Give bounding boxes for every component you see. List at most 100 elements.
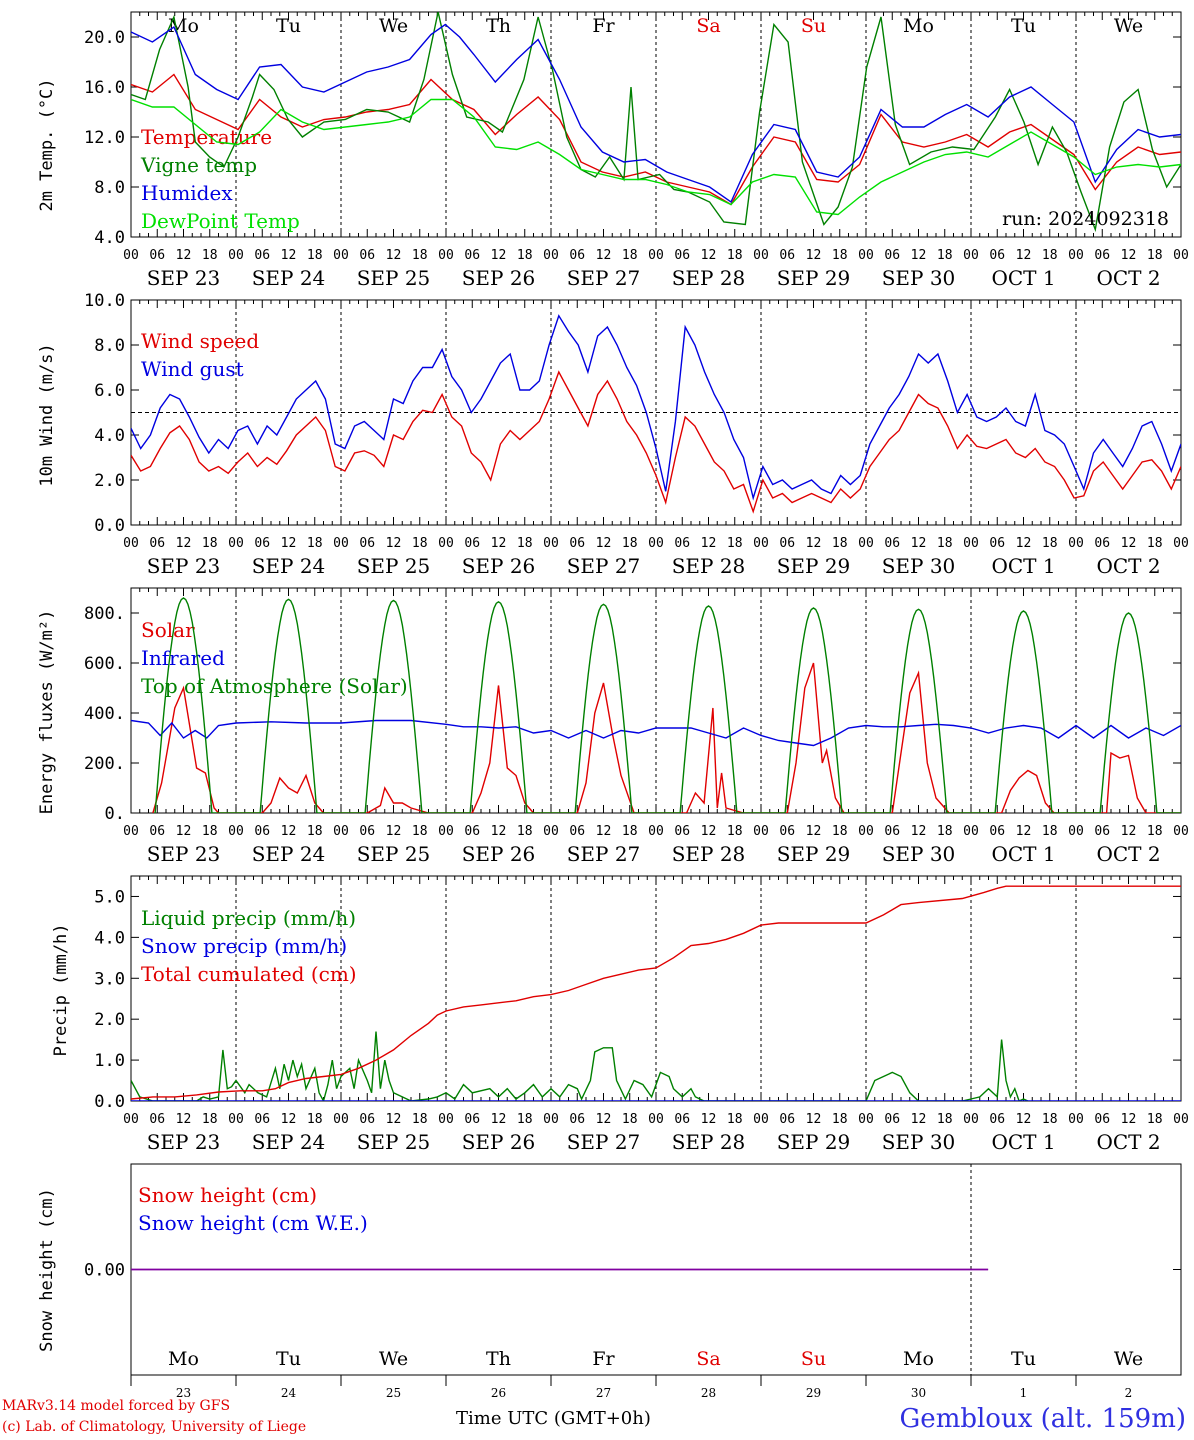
x-date-label: SEP 24	[252, 266, 326, 290]
x-hour-label: 00	[123, 536, 139, 551]
x-hour-label: 00	[333, 824, 349, 839]
x-date-label: SEP 23	[147, 1130, 221, 1154]
x-hour-label: 18	[1147, 248, 1163, 263]
x-hour-label: 06	[254, 824, 270, 839]
x-hour-label: 18	[202, 248, 218, 263]
x-hour-label: 06	[1094, 536, 1110, 551]
x-hour-label: 18	[622, 1112, 638, 1127]
y-axis-label: 2m Temp. (°C)	[37, 78, 57, 211]
x-hour-label: 06	[989, 536, 1005, 551]
x-hour-label: 18	[1042, 1112, 1058, 1127]
y-axis-label: Energy fluxes (W/m²)	[37, 610, 57, 815]
x-date-label: SEP 29	[777, 554, 851, 578]
x-hour-label: 06	[779, 824, 795, 839]
weekday-label: Mo	[903, 1348, 934, 1370]
x-hour-label: 18	[727, 1112, 743, 1127]
x-date-label: SEP 28	[672, 842, 746, 866]
x-hour-label: 18	[1042, 536, 1058, 551]
y-tick-label: 6.0	[94, 381, 125, 401]
x-hour-label: 06	[674, 824, 690, 839]
x-hour-label: 06	[254, 536, 270, 551]
x-hour-label: 18	[727, 536, 743, 551]
x-hour-label: 12	[701, 248, 717, 263]
x-hour-label: 12	[176, 248, 192, 263]
series-line	[131, 885, 1181, 1100]
x-hour-label: 06	[149, 1112, 165, 1127]
x-hour-label: 12	[491, 248, 507, 263]
x-hour-label: 00	[648, 248, 664, 263]
x-hour-label: 12	[281, 1112, 297, 1127]
y-tick-label: 8.0	[94, 178, 125, 198]
x-date-label: SEP 25	[357, 554, 431, 578]
x-hour-label: 18	[832, 248, 848, 263]
weekday-label: We	[1114, 1348, 1143, 1370]
x-hour-label: 18	[412, 248, 428, 263]
x-hour-label: 12	[596, 824, 612, 839]
x-date-label: SEP 30	[882, 1130, 956, 1154]
x-hour-label: 12	[701, 1112, 717, 1127]
x-hour-label: 12	[1016, 536, 1032, 551]
x-hour-label: 06	[359, 824, 375, 839]
x-hour-label: 18	[1042, 248, 1058, 263]
x-date-label: SEP 27	[567, 842, 641, 866]
legend-entry: Liquid precip (mm/h)	[141, 906, 356, 930]
x-hour-label: 00	[228, 824, 244, 839]
x-date-label: SEP 29	[777, 1130, 851, 1154]
x-hour-label: 00	[543, 1112, 559, 1127]
x-hour-label: 00	[123, 248, 139, 263]
x-date-label: SEP 30	[882, 842, 956, 866]
x-hour-label: 06	[884, 824, 900, 839]
x-hour-label: 12	[281, 248, 297, 263]
x-hour-label: 12	[386, 248, 402, 263]
x-hour-label: 00	[1068, 248, 1084, 263]
x-hour-label: 18	[832, 536, 848, 551]
x-hour-label: 18	[622, 536, 638, 551]
x-hour-label: 12	[281, 536, 297, 551]
x-hour-label: 12	[911, 1112, 927, 1127]
x-hour-label: 18	[1147, 824, 1163, 839]
x-hour-label: 12	[596, 248, 612, 263]
y-tick-label: 400.	[84, 704, 125, 724]
x-hour-label: 06	[149, 824, 165, 839]
day-number-label: 23	[176, 1386, 191, 1400]
y-tick-label: 0.0	[94, 516, 125, 536]
x-hour-label: 12	[806, 536, 822, 551]
x-hour-label: 18	[307, 248, 323, 263]
x-hour-label: 06	[1094, 1112, 1110, 1127]
x-hour-label: 12	[1121, 1112, 1137, 1127]
x-hour-label: 06	[254, 248, 270, 263]
x-hour-label: 12	[911, 824, 927, 839]
weekday-label: We	[379, 15, 408, 37]
x-hour-label: 00	[753, 248, 769, 263]
x-hour-label: 12	[1121, 248, 1137, 263]
x-hour-label: 00	[543, 824, 559, 839]
x-date-label: SEP 28	[672, 554, 746, 578]
x-hour-label: 18	[307, 536, 323, 551]
series-line	[131, 719, 1181, 747]
weekday-label: Su	[801, 1348, 826, 1370]
x-hour-label: 12	[386, 1112, 402, 1127]
x-date-label: SEP 23	[147, 266, 221, 290]
y-tick-label: 8.0	[94, 336, 125, 356]
y-tick-label: 800.	[84, 604, 125, 624]
x-date-label: SEP 28	[672, 1130, 746, 1154]
x-hour-label: 18	[517, 536, 533, 551]
x-hour-label: 00	[228, 1112, 244, 1127]
x-hour-label: 18	[622, 824, 638, 839]
x-hour-label: 00	[1068, 536, 1084, 551]
x-hour-label: 06	[359, 536, 375, 551]
legend-entry: Snow height (cm W.E.)	[138, 1211, 368, 1235]
x-hour-label: 18	[1147, 536, 1163, 551]
day-number-label: 24	[281, 1386, 297, 1400]
x-hour-label: 18	[517, 248, 533, 263]
y-axis-label: Precip (mm/h)	[51, 923, 71, 1056]
credit-line-2: (c) Lab. of Climatology, University of L…	[2, 1419, 307, 1435]
x-hour-label: 06	[884, 1112, 900, 1127]
x-hour-label: 00	[753, 824, 769, 839]
x-date-label: SEP 29	[777, 266, 851, 290]
y-tick-label: 2.0	[94, 1010, 125, 1030]
x-hour-label: 18	[937, 248, 953, 263]
y-tick-label: 4.0	[94, 228, 125, 248]
x-hour-label: 18	[937, 1112, 953, 1127]
